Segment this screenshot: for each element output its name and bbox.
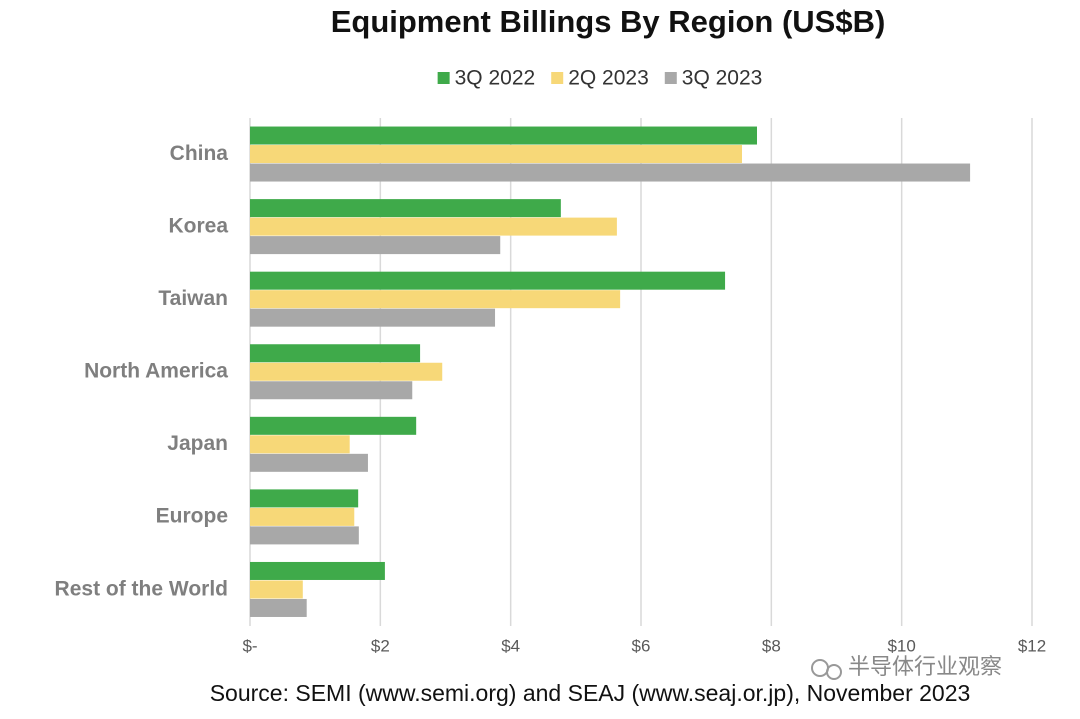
bar <box>250 217 617 236</box>
legend-swatch <box>437 72 450 84</box>
x-tick-label: $2 <box>371 636 390 655</box>
y-tick-label: China <box>170 142 229 165</box>
x-tick-label: $8 <box>762 636 781 655</box>
chart-title: Equipment Billings By Region (US$B) <box>331 4 886 39</box>
watermark: 半导体行业观察 <box>848 654 1002 679</box>
bar <box>250 344 421 363</box>
legend-label: 3Q 2022 <box>455 67 536 90</box>
y-tick-label: Taiwan <box>158 287 228 310</box>
legend-swatch <box>551 72 564 84</box>
bar <box>250 435 350 454</box>
bar <box>250 271 726 290</box>
y-tick-label: Japan <box>167 432 228 455</box>
y-tick-label: Europe <box>156 505 228 528</box>
bar <box>250 526 359 545</box>
bar <box>250 308 496 327</box>
bar <box>250 507 355 526</box>
bar <box>250 362 443 381</box>
x-tick-label: $6 <box>632 636 651 655</box>
y-tick-label: Rest of the World <box>55 577 228 600</box>
x-tick-label: $4 <box>501 636 520 655</box>
bar <box>250 126 757 145</box>
bar <box>250 290 621 309</box>
bar <box>250 145 743 164</box>
bar <box>250 561 385 580</box>
bar <box>250 199 561 218</box>
watermark-icon <box>811 659 842 680</box>
bar <box>250 580 303 599</box>
bar <box>250 236 501 255</box>
y-tick-label: Korea <box>168 214 228 237</box>
source-note: Source: SEMI (www.semi.org) and SEAJ (ww… <box>210 680 971 706</box>
bar <box>250 381 413 400</box>
bar <box>250 489 359 508</box>
x-tick-label: $10 <box>887 636 915 655</box>
y-tick-label: North America <box>84 360 228 383</box>
x-tick-label: $- <box>242 636 257 655</box>
bar <box>250 416 417 435</box>
legend-label: 2Q 2023 <box>568 67 649 90</box>
bar <box>250 453 368 472</box>
bar <box>250 163 971 182</box>
x-tick-label: $12 <box>1018 636 1046 655</box>
legend-swatch <box>664 72 677 84</box>
bar <box>250 598 307 617</box>
legend-label: 3Q 2023 <box>682 67 763 90</box>
